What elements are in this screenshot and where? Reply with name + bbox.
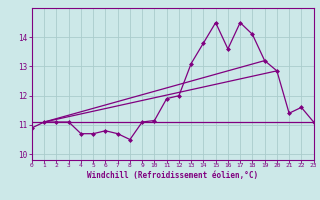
X-axis label: Windchill (Refroidissement éolien,°C): Windchill (Refroidissement éolien,°C) <box>87 171 258 180</box>
